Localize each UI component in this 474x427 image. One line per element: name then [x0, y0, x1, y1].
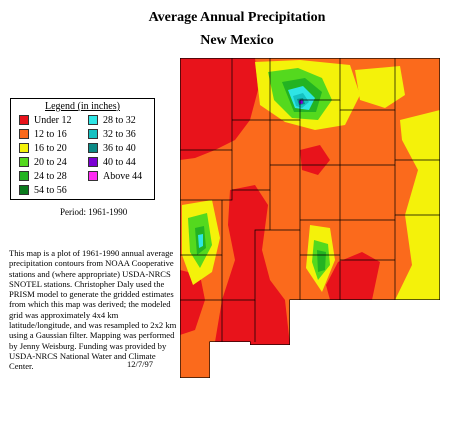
- swatch-20-24: [19, 157, 29, 167]
- zone-under12-southeast: [326, 252, 380, 300]
- swatch-above-44: [88, 171, 98, 181]
- swatch-under-12: [19, 115, 29, 125]
- county-boundaries: [180, 58, 440, 378]
- legend-item-under-12: Under 12: [19, 115, 72, 127]
- legend-item-12-16: 12 to 16: [19, 129, 67, 141]
- zone-under12-southwest: [180, 270, 205, 335]
- swatch-16-20: [19, 143, 29, 153]
- legend-item-36-40: 36 to 40: [88, 143, 136, 155]
- zone-under12-rio-grande: [215, 185, 290, 345]
- legend-item-16-20: 16 to 20: [19, 143, 67, 155]
- legend-item-40-44: 40 to 44: [88, 157, 136, 169]
- zone-24-28-sacramento: [317, 250, 326, 272]
- map-subtitle: New Mexico: [200, 33, 274, 48]
- map-date: 12/7/97: [127, 359, 153, 369]
- swatch-24-28: [19, 171, 29, 181]
- zone-under12-central: [300, 145, 330, 175]
- period-label: Period: 1961-1990: [60, 207, 128, 217]
- legend-item-32-36: 32 to 36: [88, 129, 136, 141]
- swatch-28-32: [88, 115, 98, 125]
- legend-title: Legend (in inches): [45, 101, 120, 112]
- swatch-32-36: [88, 129, 98, 139]
- legend-item-24-28: 24 to 28: [19, 171, 67, 183]
- swatch-36-40: [88, 143, 98, 153]
- zone-16-20-east: [395, 110, 440, 300]
- swatch-12-16: [19, 129, 29, 139]
- swatch-40-44: [88, 157, 98, 167]
- map-title: Average Annual Precipitation: [148, 10, 326, 25]
- zone-16-20-northeast: [355, 66, 405, 108]
- zone-40-44: [299, 100, 303, 104]
- zone-under12-northwest: [180, 58, 258, 160]
- legend-item-28-32: 28 to 32: [88, 115, 136, 127]
- zone-28-32-gila: [198, 234, 203, 248]
- legend-item-above-44: Above 44: [88, 171, 142, 183]
- swatch-54-56: [19, 185, 29, 195]
- legend: Legend (in inches) Under 12 12 to 16 16 …: [10, 98, 155, 200]
- map-description: This map is a plot of 1961-1990 annual a…: [9, 248, 177, 372]
- legend-item-54-56: 54 to 56: [19, 185, 67, 197]
- legend-item-20-24: 20 to 24: [19, 157, 67, 169]
